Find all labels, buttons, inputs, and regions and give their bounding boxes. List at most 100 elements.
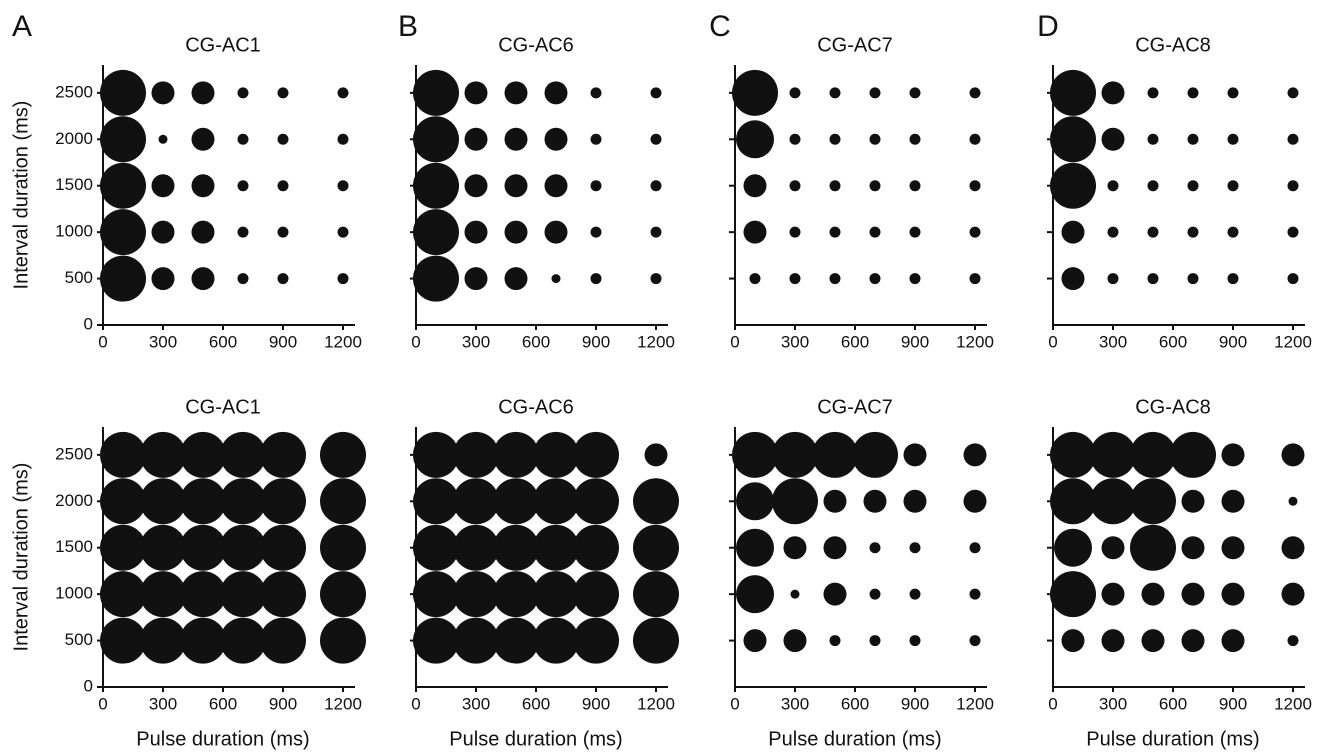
bubble — [909, 635, 921, 647]
bubble — [151, 81, 175, 105]
bubble — [869, 273, 881, 285]
x-tick-label: 300 — [781, 332, 809, 351]
bubble — [180, 617, 226, 664]
bubble — [413, 524, 459, 571]
bubble — [573, 431, 619, 478]
bubble — [909, 180, 921, 192]
bubble — [544, 174, 568, 198]
y-tick-label: 1000 — [55, 222, 93, 241]
bubble — [1227, 273, 1239, 285]
bubble — [1287, 226, 1299, 238]
bubble — [464, 127, 488, 151]
bubble — [1221, 489, 1245, 513]
bubble — [869, 542, 881, 554]
bubble — [464, 267, 488, 291]
x-tick-label: 0 — [98, 694, 107, 713]
x-tick-label: 600 — [522, 694, 550, 713]
bubble — [544, 81, 568, 105]
bubble — [852, 431, 898, 478]
bubble — [633, 524, 679, 571]
bubble — [909, 226, 921, 238]
bubble — [493, 571, 539, 618]
bubble — [413, 571, 459, 618]
bubble — [783, 536, 807, 560]
bubble — [151, 220, 175, 244]
bubble — [829, 226, 841, 238]
bubble — [789, 273, 801, 285]
bubble — [453, 571, 499, 618]
bubble — [1050, 431, 1096, 478]
bubble — [493, 431, 539, 478]
panel-label: B — [398, 10, 418, 43]
bubble — [969, 226, 981, 238]
panel-title: CG-AC8 — [1135, 396, 1211, 418]
bubble — [100, 478, 146, 525]
y-tick-label: 1000 — [55, 584, 93, 603]
bubble — [337, 273, 349, 285]
bubble — [320, 431, 366, 478]
bubble — [191, 174, 215, 198]
y-tick-label: 0 — [84, 676, 93, 695]
bubble — [180, 478, 226, 525]
bubble — [790, 589, 800, 599]
bubble — [413, 116, 459, 163]
x-axis-label: Pulse duration (ms) — [1086, 728, 1259, 750]
bubble — [1221, 582, 1245, 606]
bubble — [736, 120, 774, 159]
bubble — [650, 273, 662, 285]
x-tick-label: 300 — [1099, 332, 1127, 351]
x-tick-label: 600 — [209, 694, 237, 713]
bubble — [493, 617, 539, 664]
bubble — [1147, 273, 1159, 285]
x-tick-label: 300 — [149, 332, 177, 351]
bubble — [140, 617, 186, 664]
bubble — [1227, 180, 1239, 192]
bubble — [772, 431, 818, 478]
bubble — [277, 226, 289, 238]
x-tick-label: 900 — [901, 694, 929, 713]
bubble — [1187, 133, 1199, 145]
bubble — [533, 571, 579, 618]
bubble — [590, 273, 602, 285]
x-tick-label: 900 — [1219, 694, 1247, 713]
bubble — [1101, 127, 1125, 151]
bubble — [1054, 528, 1092, 567]
bubble — [320, 524, 366, 571]
bubble — [1187, 226, 1199, 238]
bubble — [1287, 87, 1299, 99]
bubble — [829, 180, 841, 192]
bubble — [1227, 226, 1239, 238]
bubble — [100, 162, 146, 209]
bubble — [180, 431, 226, 478]
panel-title: CG-AC7 — [817, 396, 893, 418]
bubble — [823, 536, 847, 560]
bubble — [220, 478, 266, 525]
x-axis-label: Pulse duration (ms) — [449, 728, 622, 750]
bubble — [544, 127, 568, 151]
bubble — [504, 267, 528, 291]
bubble — [504, 220, 528, 244]
bubble — [909, 542, 921, 554]
bubble — [829, 635, 841, 647]
bubble — [1147, 133, 1159, 145]
bubble — [237, 273, 249, 285]
x-tick-label: 0 — [411, 332, 420, 351]
bubble — [504, 174, 528, 198]
bubble — [100, 209, 146, 256]
bubble — [337, 133, 349, 145]
x-tick-label: 0 — [1048, 694, 1057, 713]
x-tick-label: 900 — [582, 332, 610, 351]
y-tick-label: 2000 — [55, 129, 93, 148]
x-tick-label: 300 — [149, 694, 177, 713]
bubble — [650, 87, 662, 99]
bubble — [413, 431, 459, 478]
panel-label: D — [1037, 10, 1059, 43]
bubble — [1187, 180, 1199, 192]
bubble — [823, 489, 847, 513]
y-tick-label: 1500 — [55, 175, 93, 194]
bubble — [413, 617, 459, 664]
x-tick-label: 900 — [269, 332, 297, 351]
bubble — [969, 180, 981, 192]
x-tick-label: 1200 — [1274, 332, 1312, 351]
bubble — [100, 116, 146, 163]
